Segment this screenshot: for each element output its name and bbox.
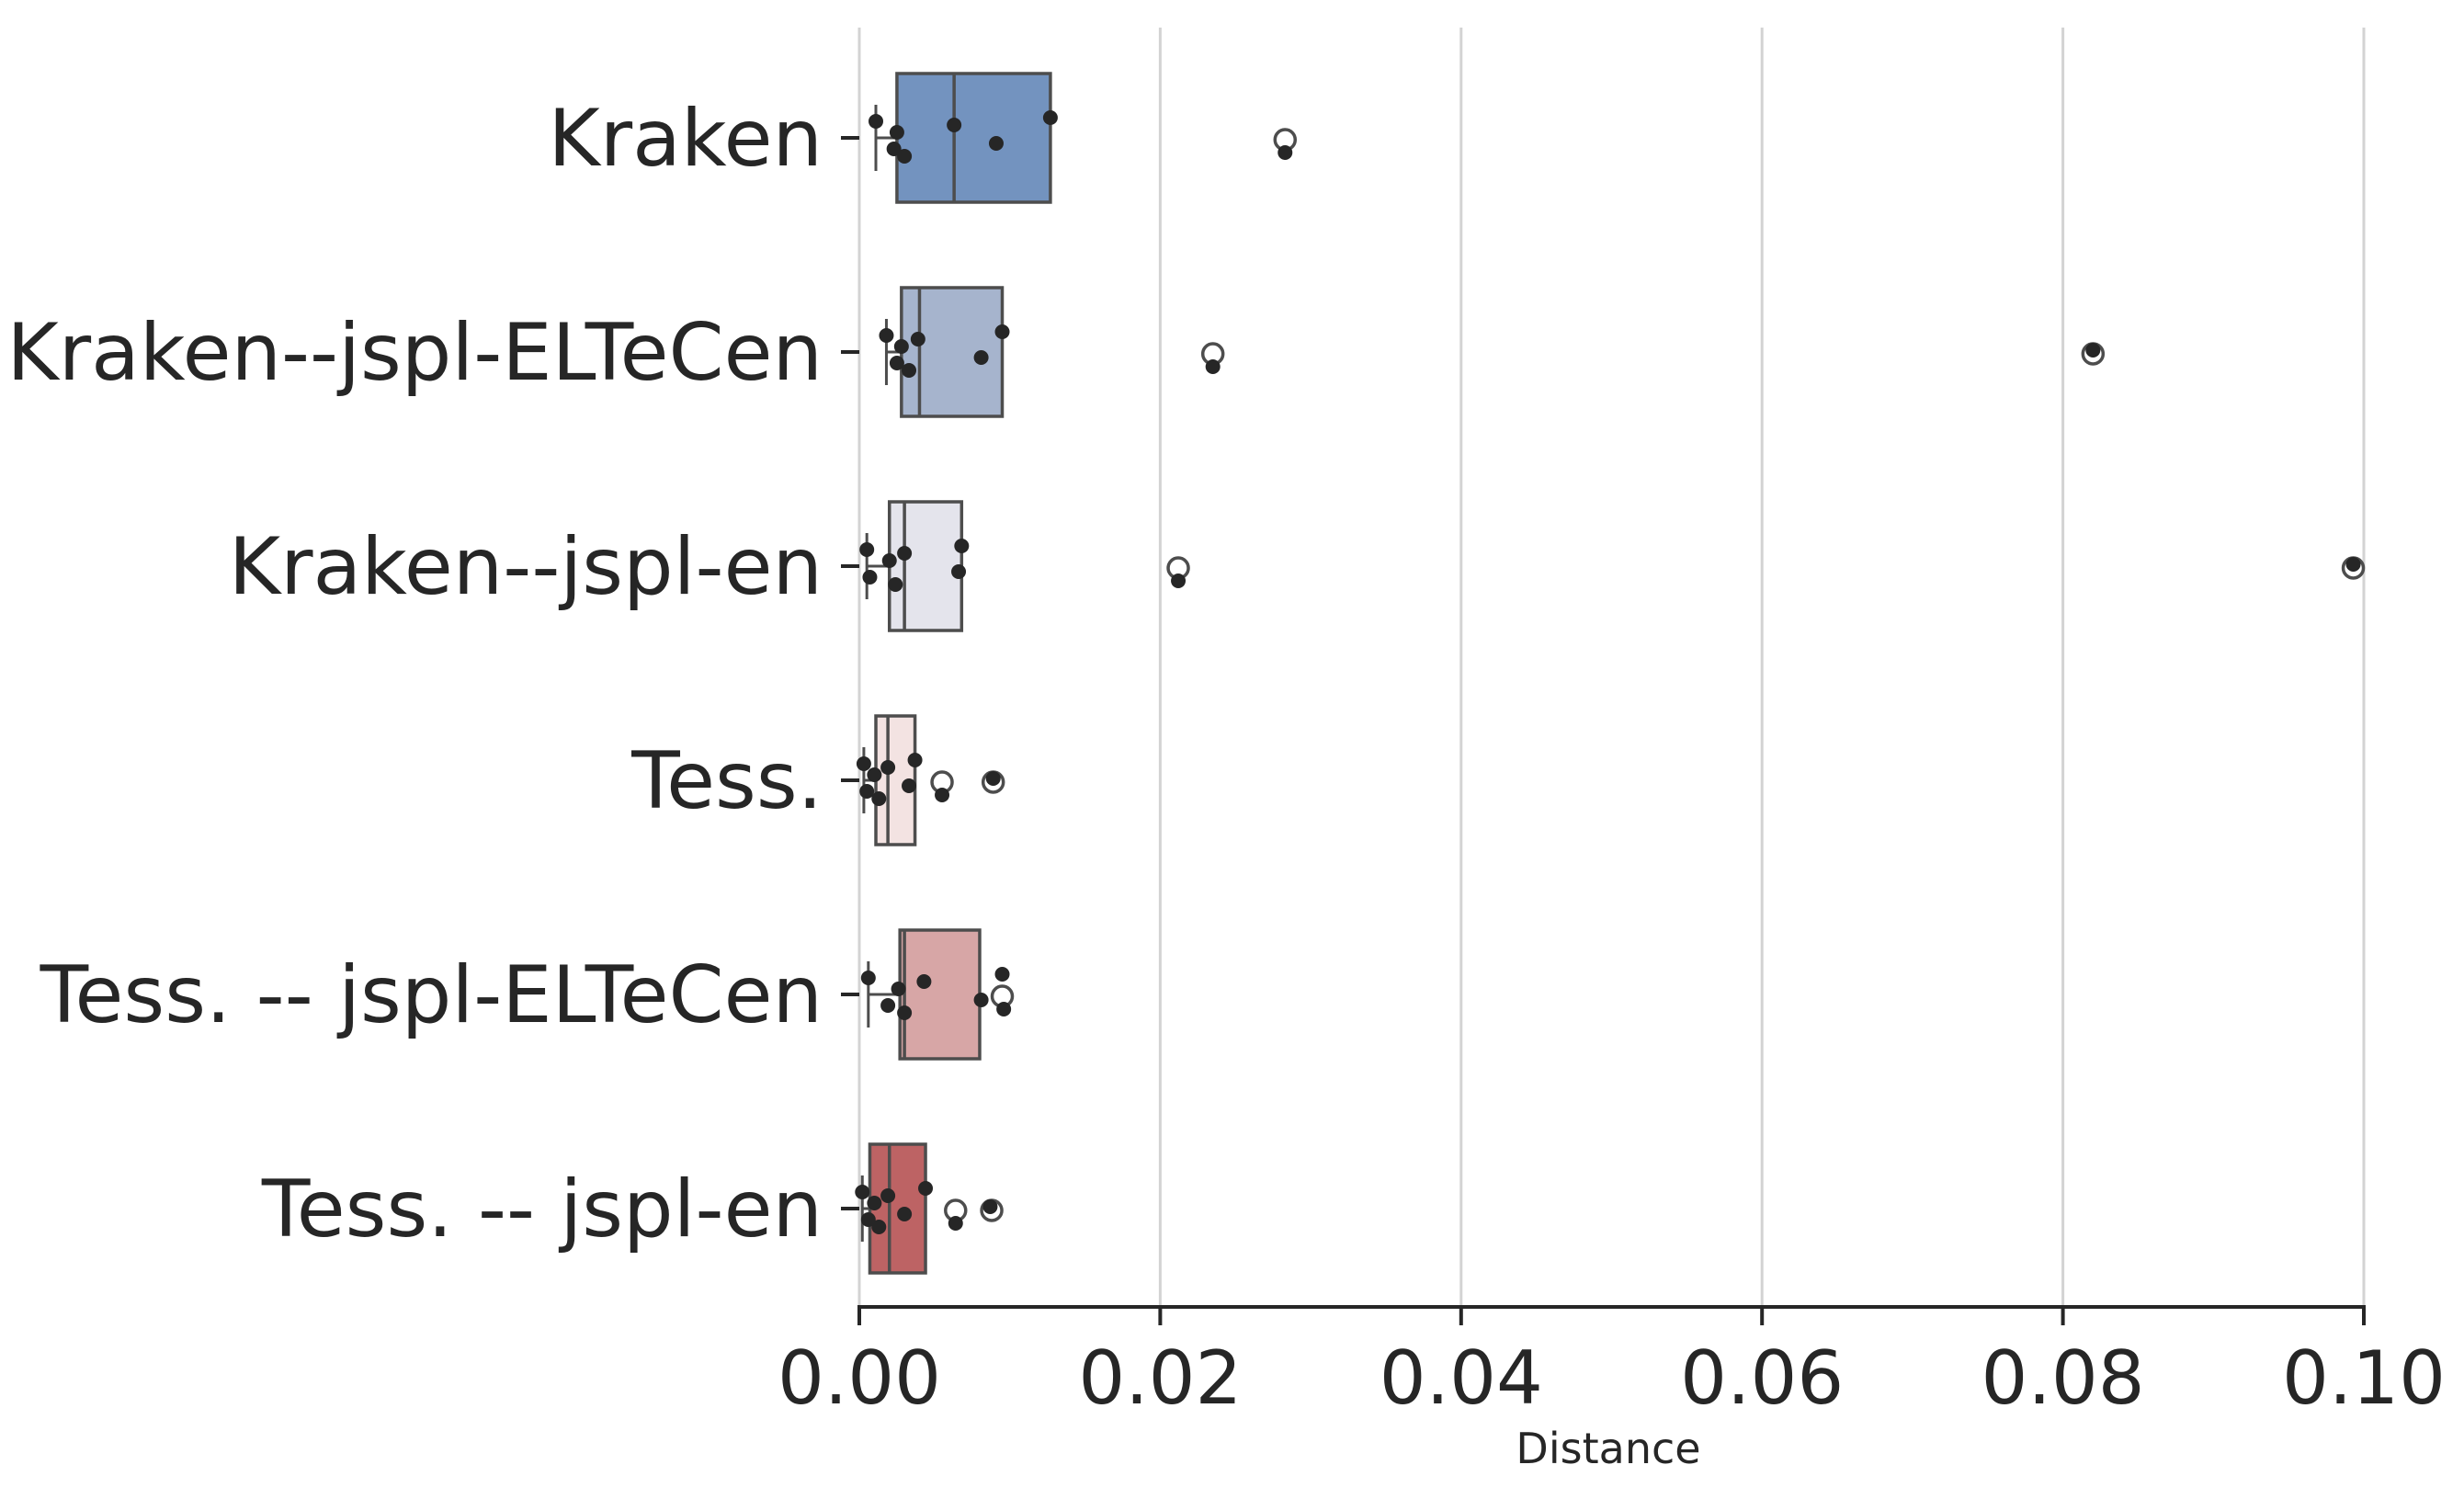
x-tick-label: 0.08 [1981, 1335, 2145, 1421]
data-point [860, 971, 876, 985]
data-point [871, 791, 887, 806]
x-axis-title: Distance [1516, 1424, 1700, 1473]
x-tick-label: 0.06 [1680, 1335, 1844, 1421]
gridlines [857, 28, 2366, 1307]
data-point [916, 974, 932, 989]
data-point [897, 546, 913, 561]
data-point [973, 350, 989, 365]
data-point [910, 332, 925, 346]
x-axis: 0.00 0.02 0.04 0.06 0.08 0.10 [778, 1305, 2446, 1421]
data-point [880, 1188, 896, 1203]
data-point [880, 760, 896, 775]
data-point [855, 1185, 870, 1199]
data-point [902, 778, 917, 793]
data-point [867, 767, 882, 782]
data-point [996, 1002, 1012, 1016]
category-label: Kraken--jspl-ELTeCen [6, 307, 823, 399]
category-label: Tess. [630, 735, 823, 827]
data-point [893, 339, 909, 354]
data-point [897, 1207, 913, 1221]
data-point [994, 967, 1010, 982]
data-point [856, 756, 871, 771]
data-point [867, 1196, 882, 1210]
data-point [988, 136, 1004, 151]
data-point [985, 771, 1001, 786]
category-label: Tess. -- jspl-en [261, 1164, 823, 1255]
x-tick-label: 0.04 [1380, 1335, 1543, 1421]
data-point [891, 982, 906, 996]
data-point [947, 118, 962, 132]
data-point [871, 1220, 887, 1234]
data-point [881, 553, 897, 568]
data-point [869, 114, 884, 129]
category-label: Kraken--jspl-en [229, 521, 823, 613]
data-point [994, 324, 1010, 339]
data-point [2345, 557, 2361, 572]
data-point [907, 753, 923, 767]
data-point [888, 577, 903, 592]
x-tick-label: 0.10 [2282, 1335, 2446, 1421]
y-axis: Kraken Kraken--jspl-ELTeCen Kraken--jspl-e… [6, 93, 859, 1255]
data-point [862, 570, 878, 585]
category-label: Kraken [548, 93, 823, 185]
data-point [1277, 145, 1293, 160]
data-point [889, 125, 904, 140]
category-label: Tess. -- jspl-ELTeCen [40, 949, 823, 1041]
data-point [935, 788, 950, 802]
data-point [897, 149, 913, 164]
data-point [859, 784, 875, 799]
data-point [982, 1199, 998, 1214]
x-tick-label: 0.00 [778, 1335, 941, 1421]
data-point [951, 564, 967, 579]
x-tick-label: 0.02 [1078, 1335, 1242, 1421]
box [895, 72, 1052, 204]
boxes [860, 72, 1052, 1275]
data-point [918, 1181, 934, 1196]
data-point [886, 142, 902, 156]
data-point [859, 542, 875, 557]
data-point [948, 1216, 963, 1231]
data-point [897, 1005, 913, 1020]
data-point [902, 363, 917, 378]
box [887, 500, 964, 632]
points [855, 110, 2366, 1234]
data-point [1171, 573, 1187, 588]
data-point [1205, 359, 1221, 374]
data-point [889, 356, 904, 370]
data-point [879, 328, 894, 343]
data-point [860, 1212, 876, 1227]
data-point [1042, 110, 1058, 125]
data-point [954, 539, 970, 553]
data-point [2085, 343, 2101, 358]
data-point [973, 993, 989, 1007]
box [900, 286, 1005, 418]
box [898, 928, 982, 1061]
data-point [880, 998, 896, 1013]
